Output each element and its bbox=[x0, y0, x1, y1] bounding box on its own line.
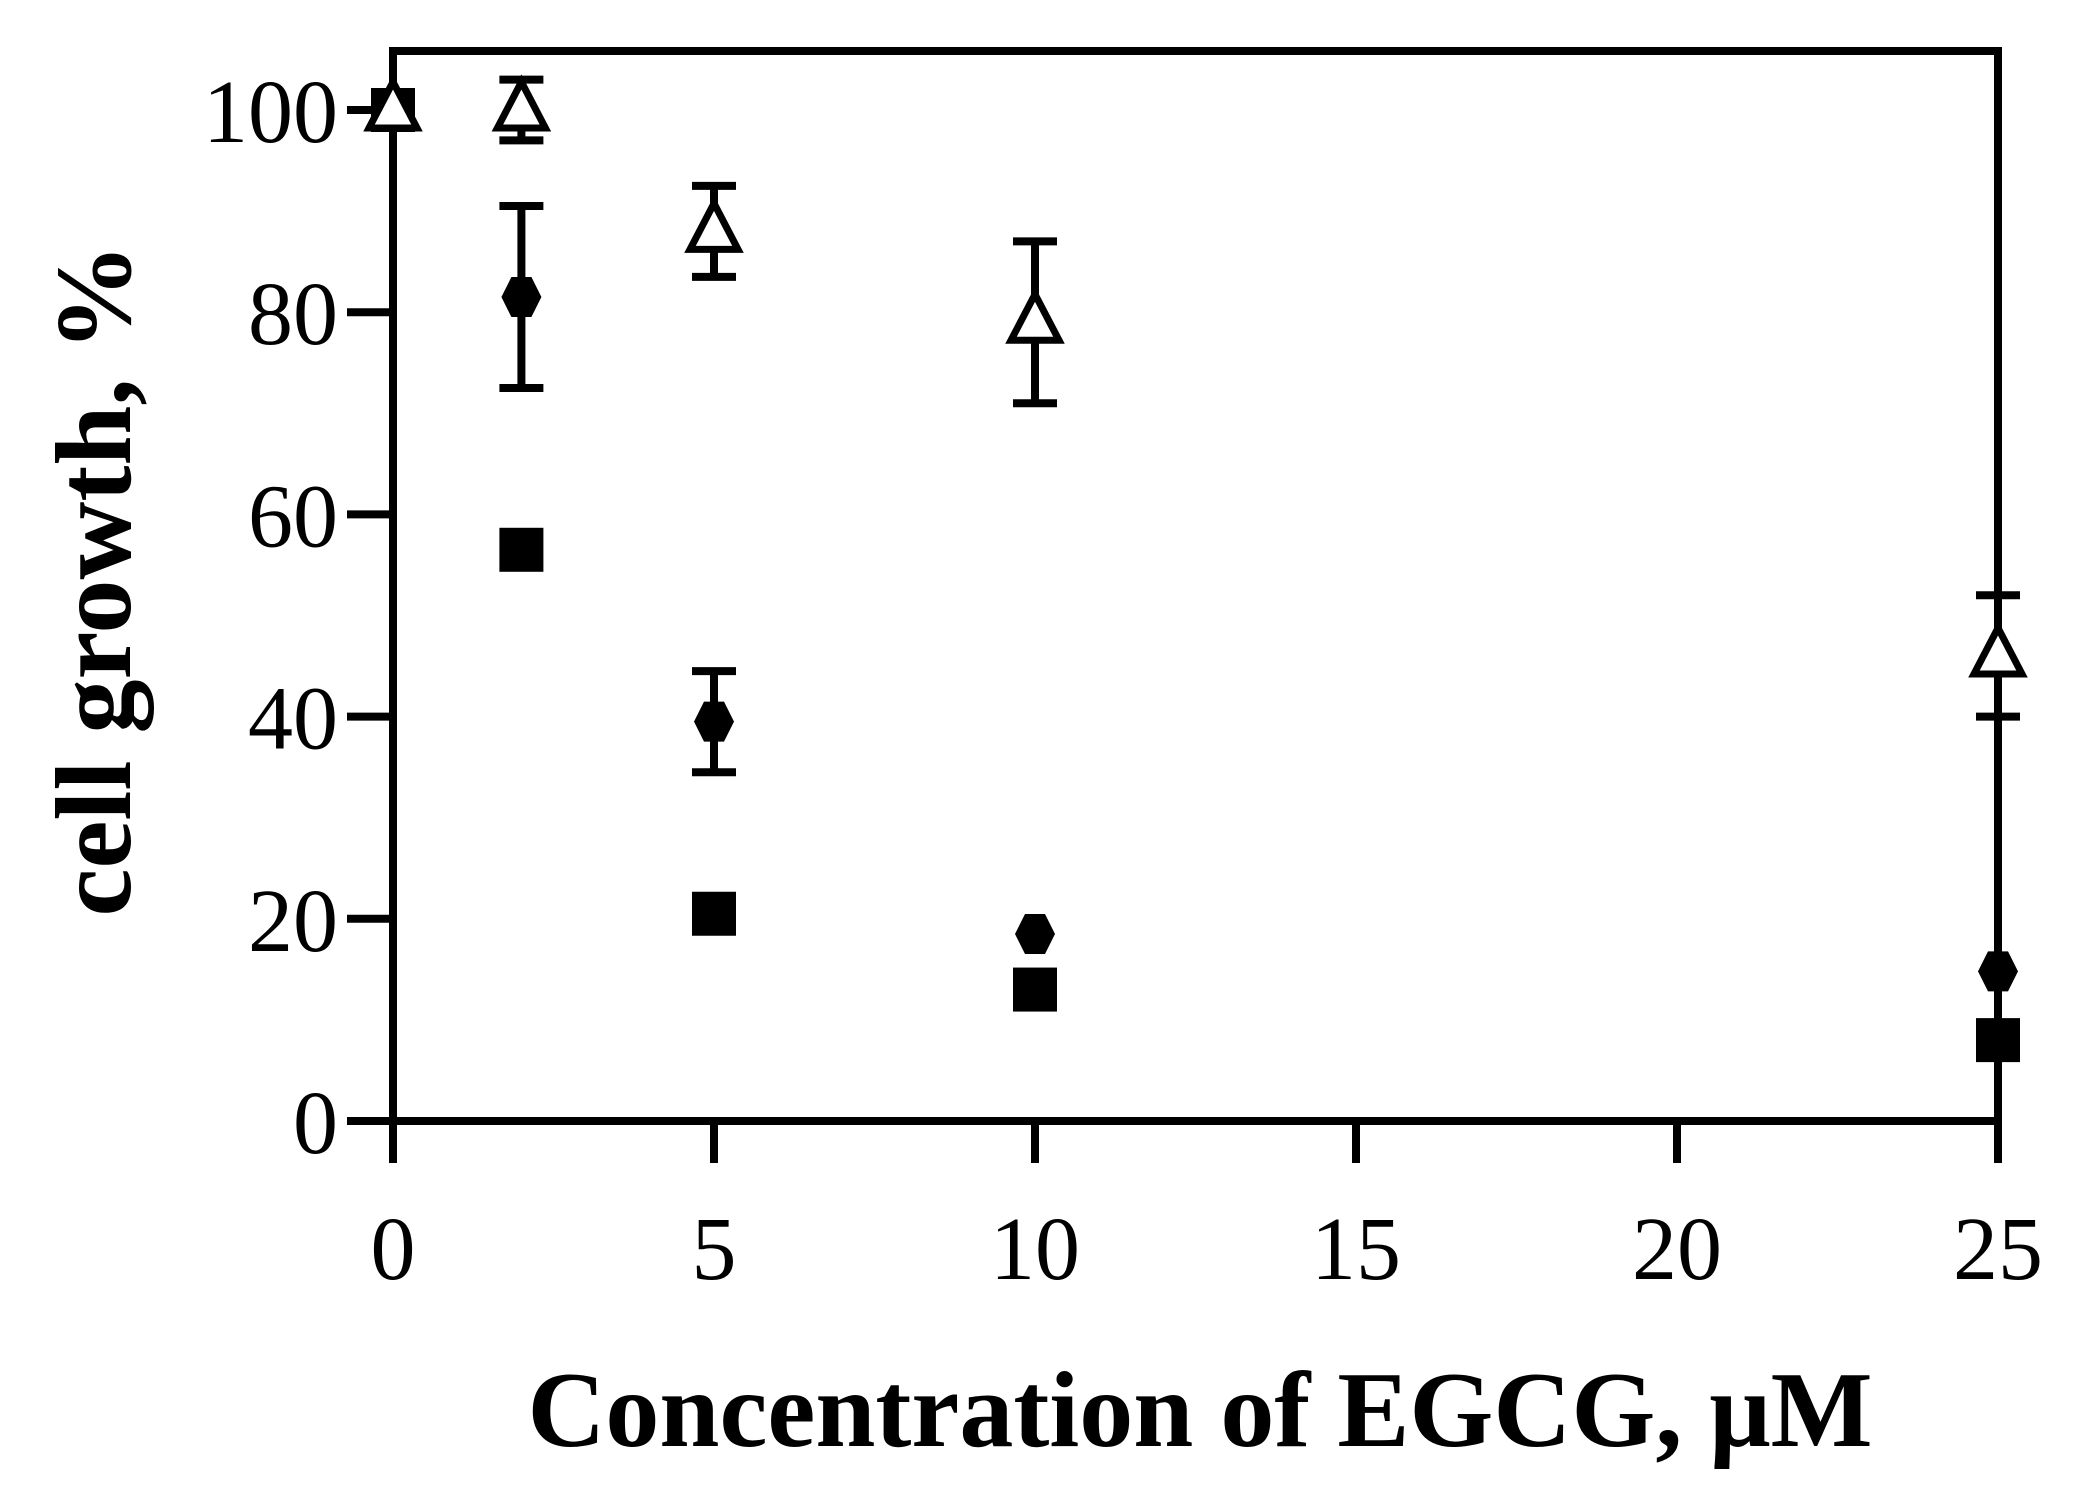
data-point-triangle bbox=[684, 195, 744, 253]
data-point-triangle bbox=[1968, 620, 2028, 678]
data-point-square bbox=[1976, 1018, 2020, 1063]
data-point-triangle bbox=[363, 74, 423, 132]
data-point-square bbox=[692, 891, 736, 936]
data-point-square bbox=[499, 527, 544, 572]
x-tick-label: 5 bbox=[692, 1200, 737, 1299]
data-point-diamond bbox=[1978, 951, 2018, 992]
x-tick-label: 15 bbox=[1311, 1200, 1401, 1299]
plot-border bbox=[389, 47, 2002, 1125]
data-point-diamond bbox=[1015, 913, 1055, 954]
y-tick-label: 40 bbox=[248, 670, 338, 769]
data-markers bbox=[363, 74, 2028, 1063]
x-tick-label: 10 bbox=[990, 1200, 1080, 1299]
y-tick-label: 0 bbox=[293, 1074, 338, 1173]
data-point-triangle bbox=[491, 74, 552, 132]
x-tick-label: 25 bbox=[1953, 1200, 2043, 1299]
y-tick-label: 20 bbox=[248, 872, 338, 971]
data-point-diamond bbox=[694, 701, 734, 742]
data-point-square bbox=[1013, 967, 1057, 1012]
x-tick-label: 0 bbox=[371, 1200, 416, 1299]
y-tick-label: 60 bbox=[248, 467, 338, 566]
data-point-diamond bbox=[501, 277, 542, 318]
x-axis-ticks: 0 5 10 15 20 25 bbox=[371, 1121, 2043, 1299]
x-tick-label: 20 bbox=[1632, 1200, 1722, 1299]
y-tick-label: 80 bbox=[248, 265, 338, 364]
plot-frame bbox=[389, 47, 2002, 1125]
x-axis-title: Concentration of EGCG, μM bbox=[527, 1351, 1872, 1470]
y-axis-title: cell growth, % bbox=[35, 244, 154, 917]
y-tick-label: 100 bbox=[203, 63, 338, 162]
data-point-triangle bbox=[1005, 286, 1065, 344]
error-bars bbox=[499, 75, 2020, 777]
y-axis-ticks: 0 20 40 60 80 100 bbox=[203, 63, 393, 1173]
